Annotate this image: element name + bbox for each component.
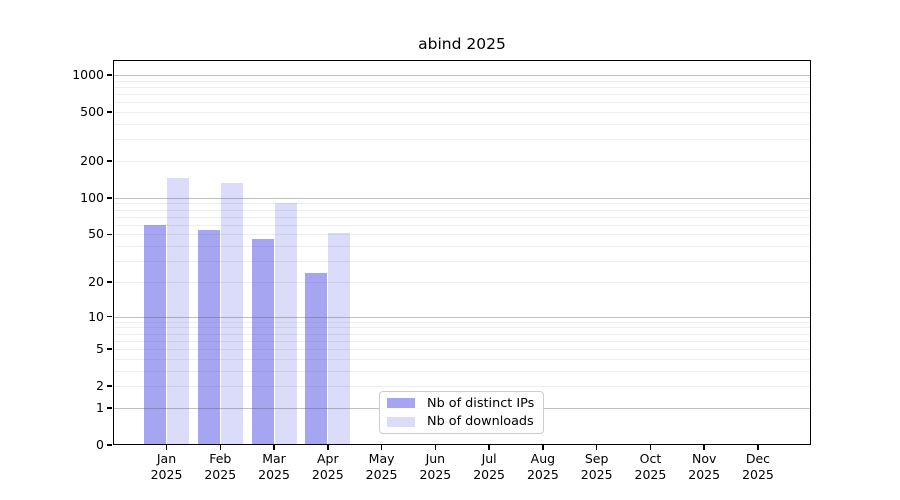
- minor-gridline-700: [113, 94, 811, 96]
- legend-swatch-downloads: [387, 416, 415, 427]
- x-tick-label-jan: Jan 2025: [150, 451, 183, 482]
- major-gridline-1000: [113, 75, 811, 76]
- y-tick-mark-5: [107, 348, 112, 350]
- y-tick-mark-2: [107, 385, 112, 387]
- y-tick-mark-20: [107, 281, 112, 283]
- y-tick-label-2: 2: [96, 378, 104, 394]
- y-tick-label-200: 200: [80, 152, 104, 168]
- minor-gridline-90: [113, 203, 811, 205]
- minor-gridline-300: [113, 139, 811, 141]
- minor-gridline-2: [113, 386, 811, 388]
- minor-gridline-80: [113, 209, 811, 211]
- y-tick-label-50: 50: [88, 226, 104, 242]
- y-tick-label-1000: 1000: [72, 67, 104, 82]
- minor-gridline-40: [113, 246, 811, 248]
- minor-gridline-800: [113, 86, 811, 88]
- minor-gridline-200: [113, 160, 811, 162]
- minor-gridline-60: [113, 224, 811, 226]
- x-tick-mark-jan: [165, 445, 168, 450]
- x-tick-mark-jun: [434, 445, 437, 450]
- x-tick-mark-may: [380, 445, 383, 450]
- x-tick-label-nov: Nov 2025: [688, 451, 721, 482]
- bar-nb-of-downloads-jan: [167, 178, 189, 445]
- bar-nb-of-downloads-mar: [274, 203, 297, 445]
- y-tick-mark-1000: [107, 74, 112, 76]
- major-gridline-10: [113, 316, 811, 318]
- y-tick-mark-50: [107, 233, 112, 236]
- y-tick-label-10: 10: [88, 308, 104, 324]
- legend-item-downloads: Nb of downloads: [386, 413, 537, 432]
- minor-gridline-900: [113, 80, 811, 82]
- x-tick-mark-nov: [703, 445, 705, 450]
- bar-nb-of-downloads-apr: [328, 233, 351, 445]
- y-tick-mark-500: [107, 111, 112, 113]
- minor-gridline-8: [113, 327, 811, 329]
- x-tick-mark-dec: [757, 445, 759, 450]
- legend-label-downloads: Nb of downloads: [427, 414, 534, 430]
- minor-gridline-6: [113, 340, 811, 342]
- major-gridline-100: [113, 197, 811, 199]
- plot-area: Nb of distinct IPs Nb of downloads: [113, 60, 811, 445]
- y-tick-mark-10: [107, 315, 112, 318]
- x-tick-mark-aug: [542, 445, 544, 450]
- y-tick-label-0: 0: [96, 437, 104, 452]
- bar-nb-of-distinct-ips-jan: [144, 224, 166, 445]
- x-tick-label-sep: Sep 2025: [580, 451, 613, 482]
- y-tick-mark-100: [107, 197, 112, 199]
- legend-swatch-distinct-ips: [387, 398, 415, 409]
- x-tick-mark-oct: [649, 445, 652, 450]
- x-tick-label-dec: Dec 2025: [742, 451, 774, 482]
- x-tick-label-aug: Aug 2025: [526, 451, 559, 482]
- x-tick-label-feb: Feb 2025: [204, 451, 237, 482]
- minor-gridline-400: [113, 123, 811, 125]
- chart-title: abind 2025: [418, 35, 506, 53]
- minor-gridline-600: [113, 102, 811, 104]
- minor-gridline-50: [113, 234, 811, 236]
- y-tick-label-5: 5: [96, 341, 104, 357]
- x-tick-mark-feb: [219, 445, 222, 450]
- legend: Nb of distinct IPs Nb of downloads: [379, 391, 544, 434]
- y-tick-mark-200: [107, 160, 112, 162]
- x-tick-mark-mar: [273, 445, 275, 450]
- x-tick-mark-jul: [488, 445, 490, 450]
- bar-nb-of-distinct-ips-feb: [197, 230, 220, 445]
- minor-gridline-30: [113, 261, 811, 263]
- bar-nb-of-distinct-ips-mar: [251, 238, 274, 445]
- x-tick-mark-sep: [595, 445, 598, 450]
- x-tick-label-apr: Apr 2025: [311, 451, 344, 482]
- y-tick-label-20: 20: [88, 273, 104, 289]
- minor-gridline-4: [113, 358, 811, 360]
- legend-item-distinct-ips: Nb of distinct IPs: [386, 394, 537, 413]
- bar-nb-of-downloads-feb: [220, 183, 243, 445]
- minor-gridline-500: [113, 112, 811, 114]
- y-tick-label-500: 500: [80, 104, 104, 120]
- y-tick-mark-0: [107, 444, 112, 446]
- minor-gridline-9: [113, 321, 811, 323]
- bar-nb-of-distinct-ips-apr: [305, 272, 328, 445]
- minor-gridline-20: [113, 281, 811, 283]
- x-tick-label-mar: Mar 2025: [258, 451, 290, 482]
- y-tick-label-1: 1: [96, 399, 104, 415]
- x-tick-mark-apr: [327, 445, 329, 450]
- minor-gridline-3: [113, 370, 811, 372]
- legend-label-distinct-ips: Nb of distinct IPs: [427, 395, 535, 411]
- minor-gridline-5: [113, 349, 811, 351]
- x-tick-label-jul: Jul 2025: [473, 451, 506, 482]
- x-tick-label-oct: Oct 2025: [634, 451, 667, 482]
- y-tick-mark-1: [107, 407, 112, 409]
- y-tick-label-100: 100: [80, 189, 104, 205]
- x-tick-label-may: May 2025: [365, 451, 398, 482]
- minor-gridline-7: [113, 333, 811, 335]
- x-tick-label-jun: Jun 2025: [419, 451, 452, 482]
- minor-gridline-70: [113, 216, 811, 218]
